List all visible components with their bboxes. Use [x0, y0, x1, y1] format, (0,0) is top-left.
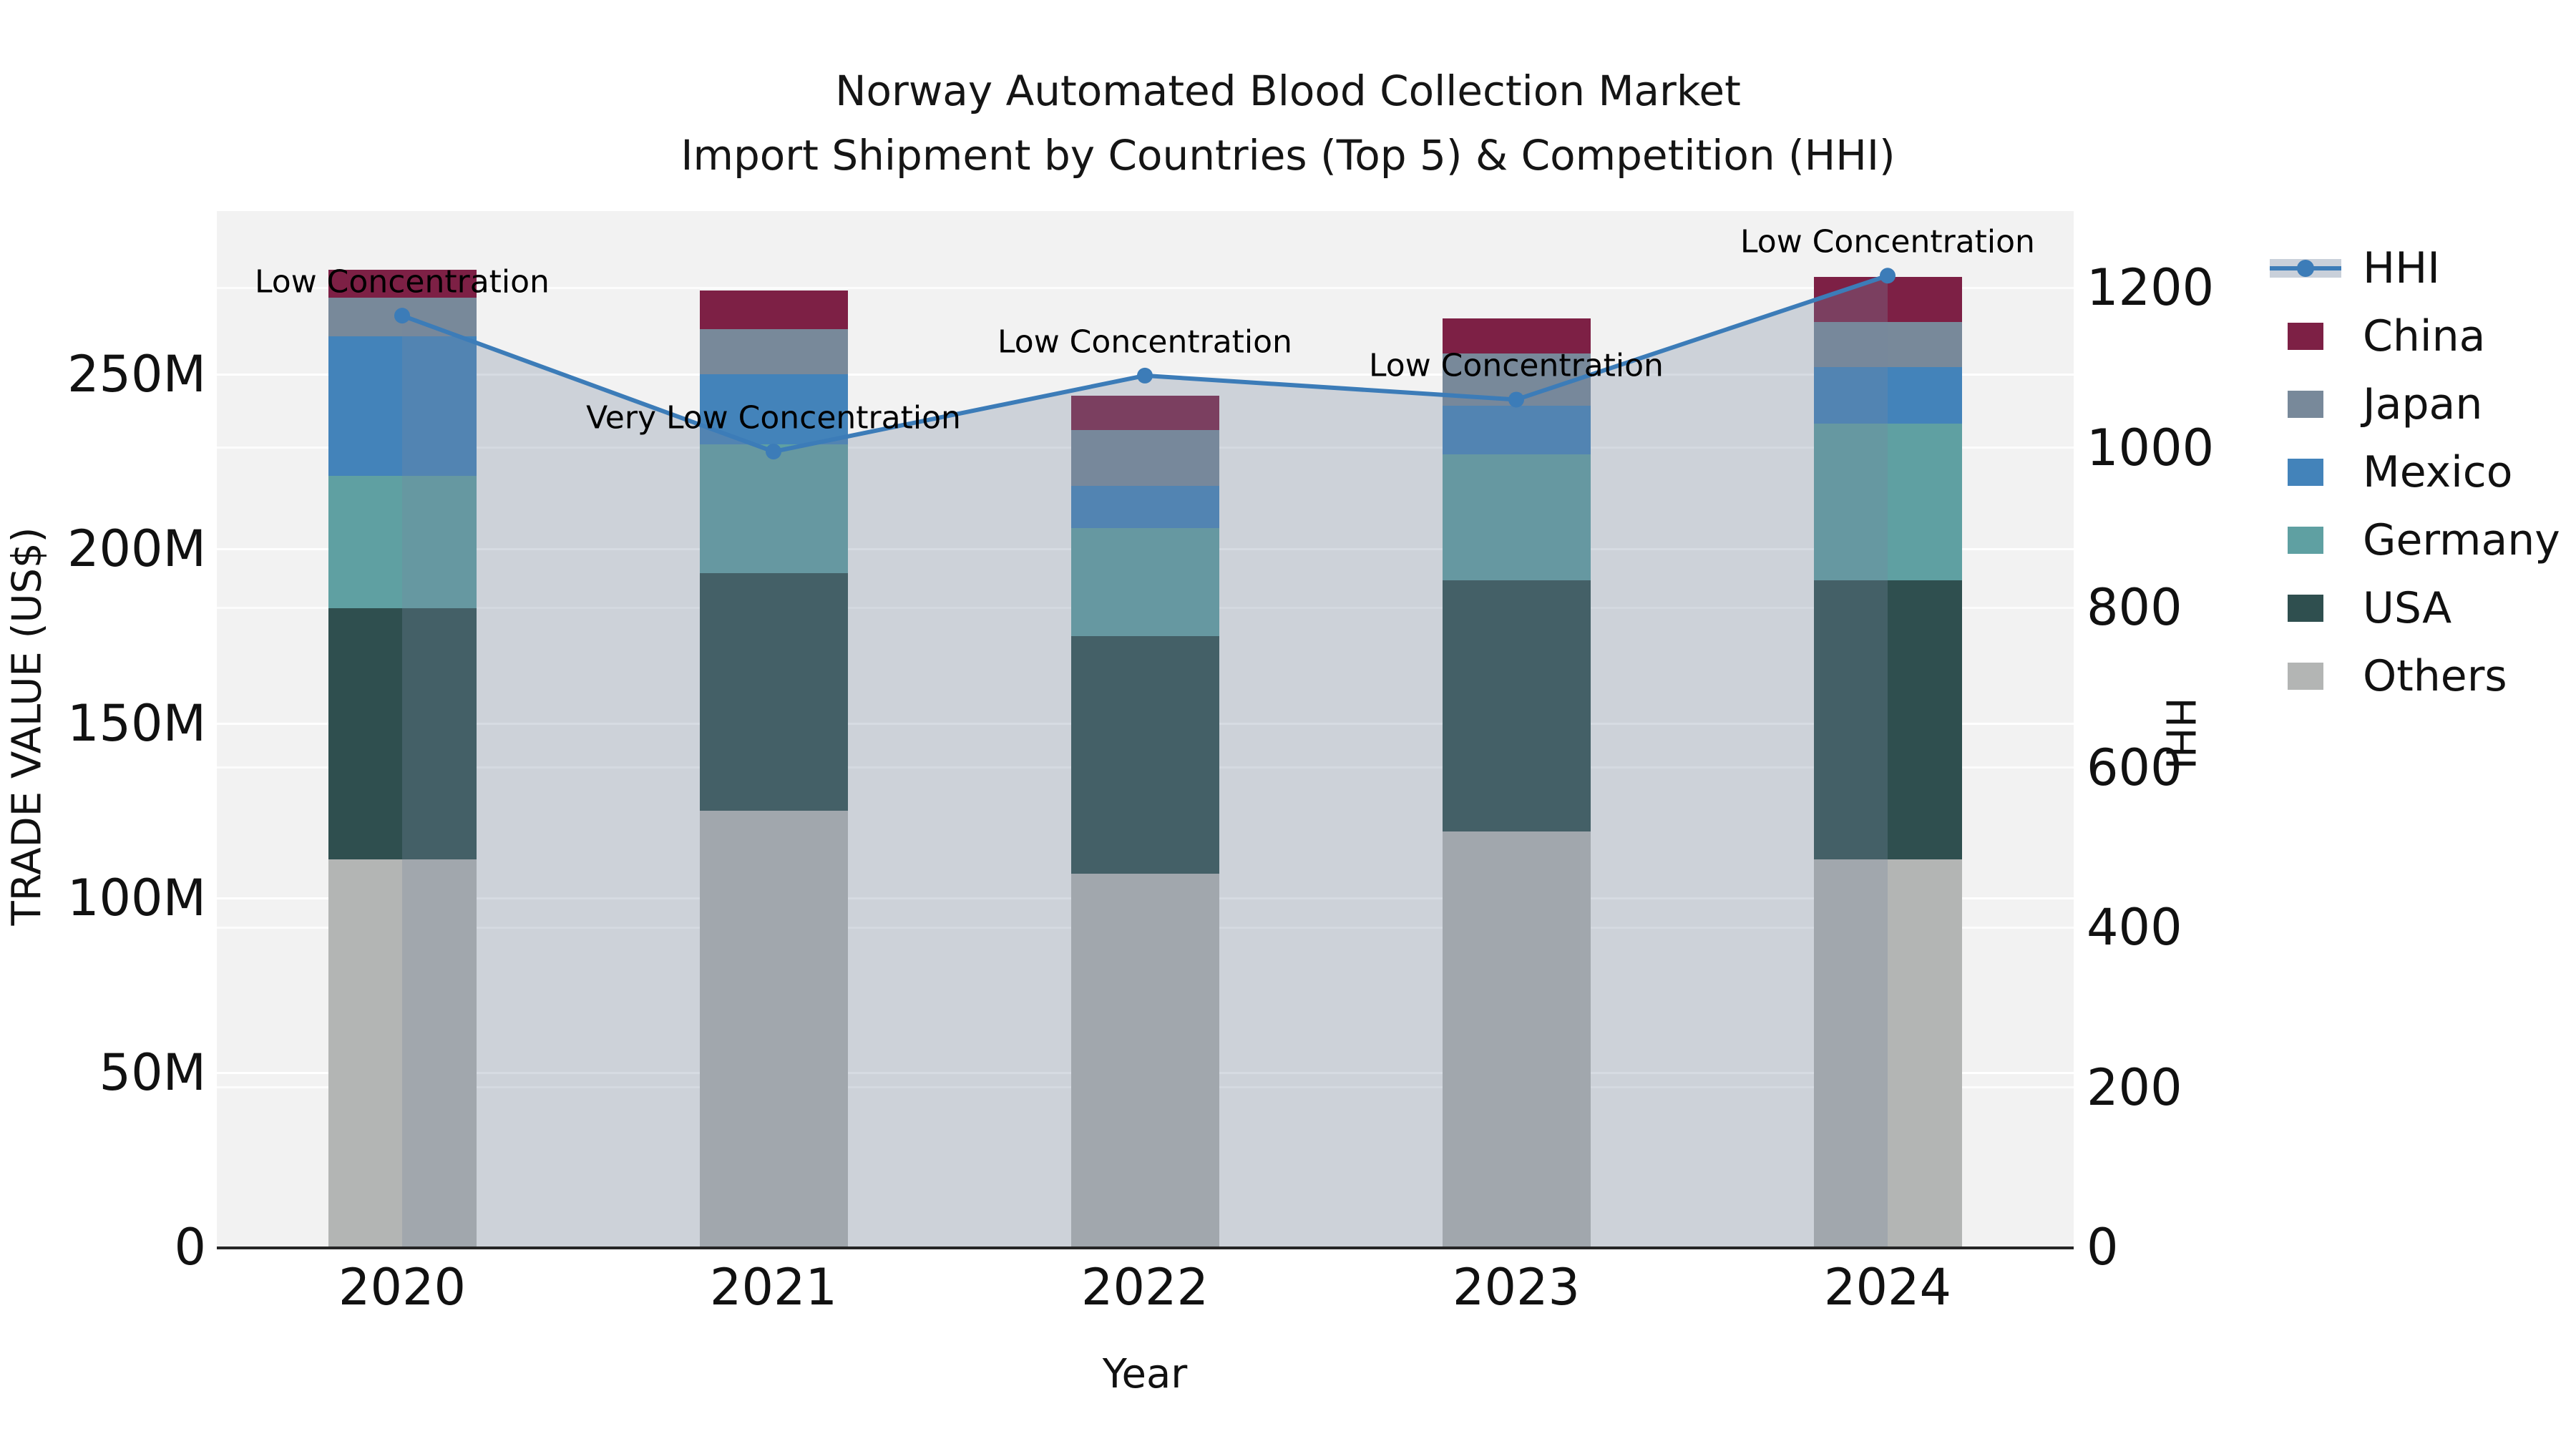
hhi-annotation-2023: Low Concentration	[1369, 347, 1664, 384]
bar-segment-japan-2020[interactable]	[328, 297, 477, 336]
chart-title-line1: Norway Automated Blood Collection Market	[835, 67, 1741, 115]
color-patch-icon	[2288, 662, 2323, 690]
left-axis-tick-label: 200M	[67, 519, 206, 579]
bar-segment-usa-2023[interactable]	[1442, 580, 1591, 832]
x-axis-line	[217, 1246, 2074, 1249]
hhi-annotation-2024: Low Concentration	[1740, 223, 2035, 260]
color-patch-icon	[2288, 458, 2323, 486]
bar-segment-china-2021[interactable]	[699, 291, 848, 329]
bar-segment-japan-2021[interactable]	[699, 328, 848, 375]
hhi-annotation-2021: Very Low Concentration	[586, 399, 961, 436]
bar-segment-china-2024[interactable]	[1813, 276, 1962, 323]
legend-label-mexico: Mexico	[2363, 447, 2513, 497]
x-axis-tick-label-2022: 2022	[1080, 1258, 1209, 1317]
right-axis-tick-label: 1000	[2087, 418, 2215, 477]
bar-segment-japan-2024[interactable]	[1813, 322, 1962, 368]
legend: HHI China Japan Mexico Germany USA Others	[2270, 234, 2560, 710]
bar-segment-germany-2023[interactable]	[1442, 454, 1591, 581]
x-axis-tick-label-2023: 2023	[1452, 1258, 1581, 1317]
legend-item-china[interactable]: China	[2270, 302, 2560, 370]
bar-segment-mexico-2020[interactable]	[328, 336, 477, 476]
bar-segment-mexico-2023[interactable]	[1442, 406, 1591, 455]
legend-label-others: Others	[2363, 650, 2507, 701]
bar-segment-usa-2021[interactable]	[699, 573, 848, 811]
bar-segment-others-2021[interactable]	[699, 811, 848, 1247]
legend-swatch-mexico	[2270, 458, 2341, 486]
legend-item-mexico[interactable]: Mexico	[2270, 438, 2560, 506]
legend-item-germany[interactable]: Germany	[2270, 506, 2560, 574]
left-axis-tick-label: 50M	[99, 1043, 206, 1103]
legend-swatch-others	[2270, 662, 2341, 690]
hhi-annotation-2022: Low Concentration	[997, 323, 1292, 361]
bar-segment-usa-2024[interactable]	[1813, 580, 1962, 860]
left-axis-title: TRADE VALUE (US$)	[4, 527, 51, 926]
left-axis-tick-label: 150M	[67, 694, 206, 753]
legend-label-hhi: HHI	[2363, 243, 2440, 293]
bar-segment-usa-2020[interactable]	[328, 608, 477, 860]
left-axis-tick-label: 250M	[67, 345, 206, 404]
x-axis-tick-label-2024: 2024	[1823, 1258, 1952, 1317]
chart-title-line2: Import Shipment by Countries (Top 5) & C…	[680, 131, 1896, 180]
right-axis-tick-label: 0	[2087, 1218, 2119, 1277]
color-patch-icon	[2288, 390, 2323, 418]
bar-segment-others-2024[interactable]	[1813, 859, 1962, 1247]
hhi-annotation-2020: Low Concentration	[255, 263, 550, 301]
bar-segment-germany-2021[interactable]	[699, 444, 848, 574]
bar-segment-usa-2022[interactable]	[1070, 636, 1219, 874]
right-axis-tick-label: 400	[2087, 898, 2182, 957]
right-axis-tick-label: 1200	[2087, 258, 2215, 317]
gridline-left	[217, 373, 2074, 376]
bar-segment-japan-2022[interactable]	[1070, 430, 1219, 487]
legend-label-china: China	[2363, 311, 2486, 361]
legend-swatch-germany	[2270, 526, 2341, 554]
color-patch-icon	[2288, 526, 2323, 554]
bar-segment-others-2023[interactable]	[1442, 831, 1591, 1247]
x-axis-title: Year	[1102, 1351, 1188, 1397]
right-axis-tick-label: 200	[2087, 1058, 2182, 1117]
bar-segment-mexico-2022[interactable]	[1070, 486, 1219, 528]
legend-item-hhi[interactable]: HHI	[2270, 234, 2560, 302]
color-patch-icon	[2288, 594, 2323, 622]
bar-segment-mexico-2024[interactable]	[1813, 367, 1962, 424]
legend-swatch-japan	[2270, 390, 2341, 418]
right-axis-tick-label: 600	[2087, 738, 2182, 797]
bar-segment-others-2022[interactable]	[1070, 873, 1219, 1247]
legend-label-usa: USA	[2363, 582, 2452, 633]
chart-title: Norway Automated Blood Collection Market…	[0, 59, 2576, 187]
x-axis-tick-label-2020: 2020	[338, 1258, 467, 1317]
bar-segment-china-2022[interactable]	[1070, 395, 1219, 431]
legend-label-germany: Germany	[2363, 514, 2560, 565]
legend-item-japan[interactable]: Japan	[2270, 370, 2560, 438]
legend-swatch-china	[2270, 322, 2341, 350]
bar-segment-others-2020[interactable]	[328, 859, 477, 1247]
bar-segment-germany-2022[interactable]	[1070, 527, 1219, 637]
legend-label-japan: Japan	[2363, 379, 2483, 429]
legend-swatch-usa	[2270, 594, 2341, 622]
color-patch-icon	[2288, 322, 2323, 350]
bar-segment-germany-2020[interactable]	[328, 475, 477, 609]
right-axis-tick-label: 800	[2087, 578, 2182, 637]
legend-item-usa[interactable]: USA	[2270, 574, 2560, 642]
hhi-legend-marker-icon	[2297, 259, 2314, 277]
bar-segment-germany-2024[interactable]	[1813, 423, 1962, 581]
x-axis-tick-label-2021: 2021	[709, 1258, 838, 1317]
left-axis-tick-label: 100M	[67, 869, 206, 928]
legend-item-others[interactable]: Others	[2270, 642, 2560, 710]
left-axis-tick-label: 0	[174, 1218, 206, 1277]
